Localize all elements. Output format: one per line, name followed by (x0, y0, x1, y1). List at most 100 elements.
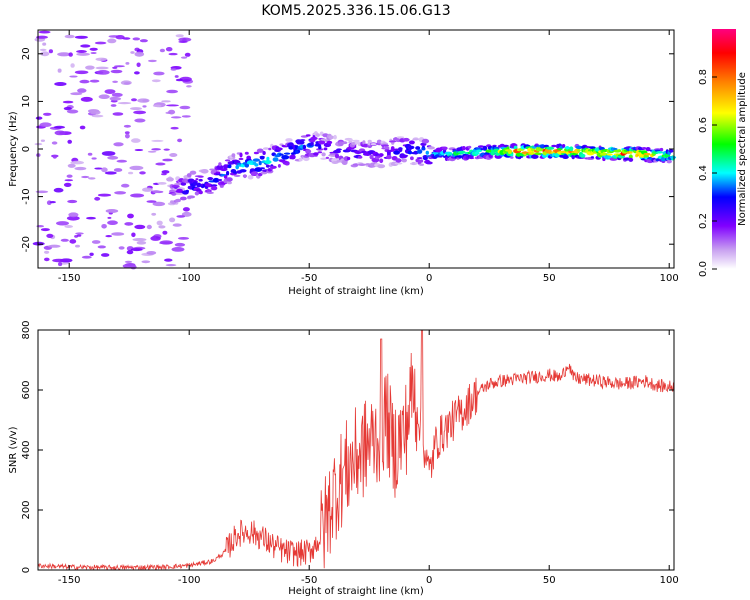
spectrogram-noise-blob (107, 38, 117, 44)
spectrogram-noise-blob (70, 92, 83, 96)
spectrogram-ridge-cell (384, 146, 390, 151)
spectrogram-noise-blob (67, 199, 78, 204)
spectrogram-noise-blob (152, 235, 157, 240)
spectrogram-noise-blob (148, 59, 157, 63)
spectrogram-ridge-cell (569, 146, 574, 152)
spectrogram-noise-blob (110, 104, 117, 107)
spectrogram-noise-blob (178, 40, 188, 44)
spectrogram-noise-blob (68, 52, 73, 57)
x-tick-label: 50 (543, 273, 556, 284)
spectrogram-ridge-cell (192, 181, 198, 186)
spectrogram-ridge-cell (329, 153, 337, 156)
spectrogram-ridge-cell (313, 152, 319, 156)
spectrogram-noise-blob (129, 165, 144, 171)
x-tick-label: 100 (660, 273, 679, 284)
spectrogram-ridge-cell (258, 160, 262, 166)
spectrogram-ridge-cell (401, 158, 408, 163)
spectrogram-ridge-cell (421, 147, 426, 151)
spectrogram-noise-blob (117, 102, 132, 105)
spectrogram-ridge-cell (284, 162, 290, 166)
y-tick-label: -20 (21, 236, 32, 252)
spectrogram-ridge-cell (281, 155, 290, 160)
spectrogram-noise-blob (64, 225, 73, 228)
spectrogram-ridge-cell (490, 150, 495, 156)
spectrogram-noise-blob (90, 52, 97, 54)
spectrogram-noise-blob (161, 170, 170, 174)
spectrogram-noise-blob (67, 163, 76, 168)
spectrogram-noise-blob (130, 193, 145, 198)
spectrogram-ridge-cell (302, 144, 307, 150)
spectrogram-noise-blob (75, 232, 84, 235)
spectrogram-noise-blob (134, 71, 140, 75)
spectrogram-ridge-cell (247, 174, 254, 180)
spectrogram-ridge-cell (333, 149, 341, 154)
x-tick-label: -50 (301, 273, 317, 284)
spectrogram-noise-blob (112, 112, 124, 116)
spectrogram-ridge-cell (227, 181, 232, 185)
spectrogram-noise-blob (111, 232, 125, 236)
spectrogram-noise-blob (74, 166, 87, 171)
spectrogram-noise-blob (168, 109, 176, 115)
spectrogram-noise-blob (88, 177, 96, 180)
spectrogram-noise-blob (94, 41, 107, 45)
spectrogram-noise-blob (79, 125, 86, 130)
spectrogram-noise-blob (122, 37, 131, 40)
spectrogram-noise-blob (165, 264, 177, 267)
spectrogram-ridge-cell (334, 153, 340, 159)
spectrogram-ridge-cell (395, 158, 402, 163)
spectrogram-ridge-cell (318, 145, 322, 150)
spectrogram-noise-blob (151, 212, 157, 216)
spectrogram-ridge-cell (283, 152, 291, 155)
spectrogram-noise-blob (159, 48, 165, 53)
spectrogram-noise-blob (127, 213, 134, 219)
spectrogram-noise-blob (162, 230, 168, 235)
spectrogram-ridge-cell (198, 178, 203, 182)
spectrogram-noise-blob (66, 216, 80, 221)
spectrogram-noise-blob (169, 217, 176, 223)
spectrogram-noise-blob (182, 207, 190, 212)
spectrogram-ridge-cell (224, 159, 231, 162)
spectrogram-noise-blob (125, 62, 130, 65)
spectrogram-noise-blob (181, 115, 191, 118)
colorbar-tick-label: 0.8 (698, 69, 709, 85)
spectrogram-ridge-cell (187, 195, 196, 199)
spectrogram-ridge-cell (358, 163, 366, 166)
spectrogram-noise-blob (137, 98, 150, 103)
snr-panel: -150 -100 -50 0 50 100 0 200 400 600 800 Height o… (8, 320, 679, 597)
spectrogram-noise-blob (96, 70, 110, 75)
spectrogram-noise-blob (104, 89, 116, 94)
spectrogram-ridge-cell (174, 183, 182, 186)
spectrogram-noise-blob (64, 179, 74, 182)
spectrogram-ridge-cell (321, 152, 326, 157)
colorbar-tick-label: 0.4 (698, 165, 709, 181)
spectrogram-noise-blob (125, 133, 130, 139)
spectrogram-noise-blob (161, 100, 171, 103)
spectrogram-ridge-cell (376, 139, 382, 144)
spectrogram-noise-blob (63, 106, 72, 111)
spectrogram-ridge-cell (668, 149, 674, 153)
spectrogram-ridge-cell (482, 145, 488, 151)
spectrogram-noise-blob (130, 51, 135, 54)
spectrogram-ridge-cell (412, 138, 420, 141)
spectrogram-ridge-cell (176, 188, 183, 192)
figure-title: KOM5.2025.336.15.06.G13 (261, 3, 450, 19)
spectrogram-ridge-cell (195, 178, 199, 181)
spectrogram-ridge-cell (244, 163, 250, 168)
spectrogram-ridge-cell (305, 134, 311, 137)
spectrogram-noise-blob (152, 104, 162, 108)
spectrogram-noise-blob (151, 79, 161, 83)
spectrogram-ridge-cell (409, 145, 415, 150)
spectrogram-ridge-cell (259, 167, 266, 170)
spectrogram-noise-blob (134, 51, 145, 57)
spectrogram-ridge-cell (249, 168, 256, 173)
spectrogram-noise-blob (128, 171, 134, 175)
spectrogram-noise-blob (94, 196, 101, 201)
spectrogram-noise-blob (40, 51, 50, 57)
spectrogram-ridge-cell (226, 177, 233, 182)
spectrogram-ridge-cell (546, 146, 555, 150)
spectrogram-ridge-cell (425, 161, 433, 165)
spectrogram-noise-blob (182, 79, 191, 82)
spectrogram-ridge-cell (352, 139, 360, 143)
spectrogram-ridge-cell (223, 175, 228, 179)
